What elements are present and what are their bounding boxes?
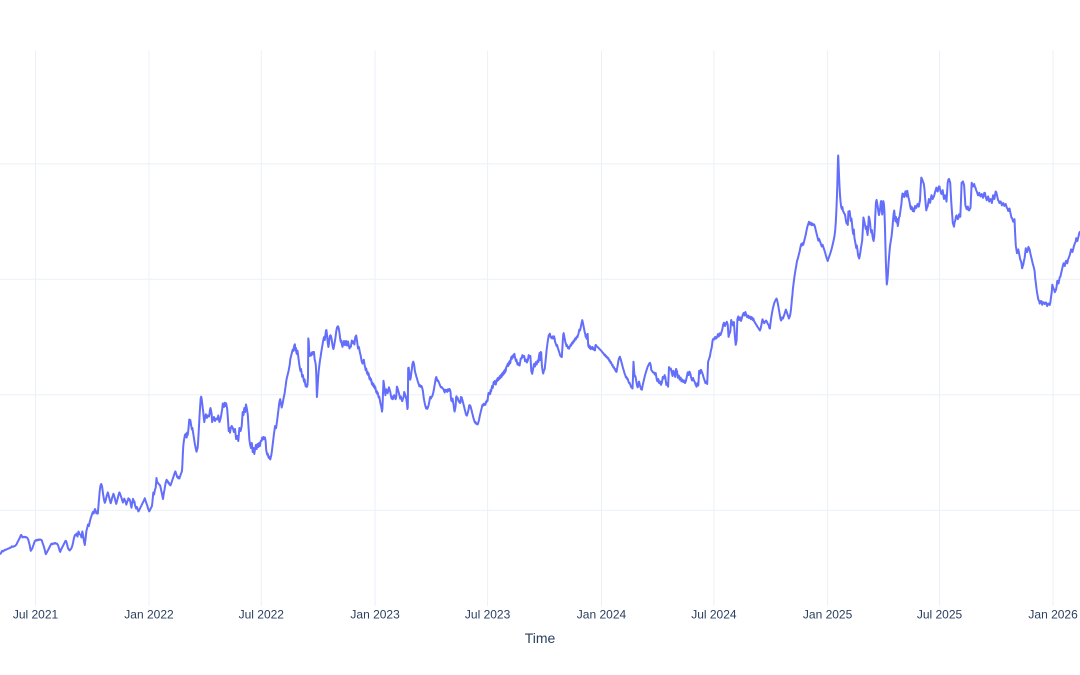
svg-text:Jan 2022: Jan 2022: [124, 608, 174, 622]
svg-text:Time: Time: [525, 630, 556, 646]
svg-text:Jul 2021: Jul 2021: [13, 608, 59, 622]
svg-text:Jan 2026: Jan 2026: [1028, 608, 1078, 622]
svg-text:Jan 2023: Jan 2023: [350, 608, 400, 622]
svg-text:Jul 2023: Jul 2023: [465, 608, 511, 622]
svg-text:Jul 2022: Jul 2022: [239, 608, 285, 622]
svg-text:Jan 2024: Jan 2024: [577, 608, 627, 622]
svg-text:Jan 2025: Jan 2025: [803, 608, 853, 622]
svg-text:Jul 2025: Jul 2025: [917, 608, 963, 622]
svg-text:Jul 2024: Jul 2024: [691, 608, 737, 622]
